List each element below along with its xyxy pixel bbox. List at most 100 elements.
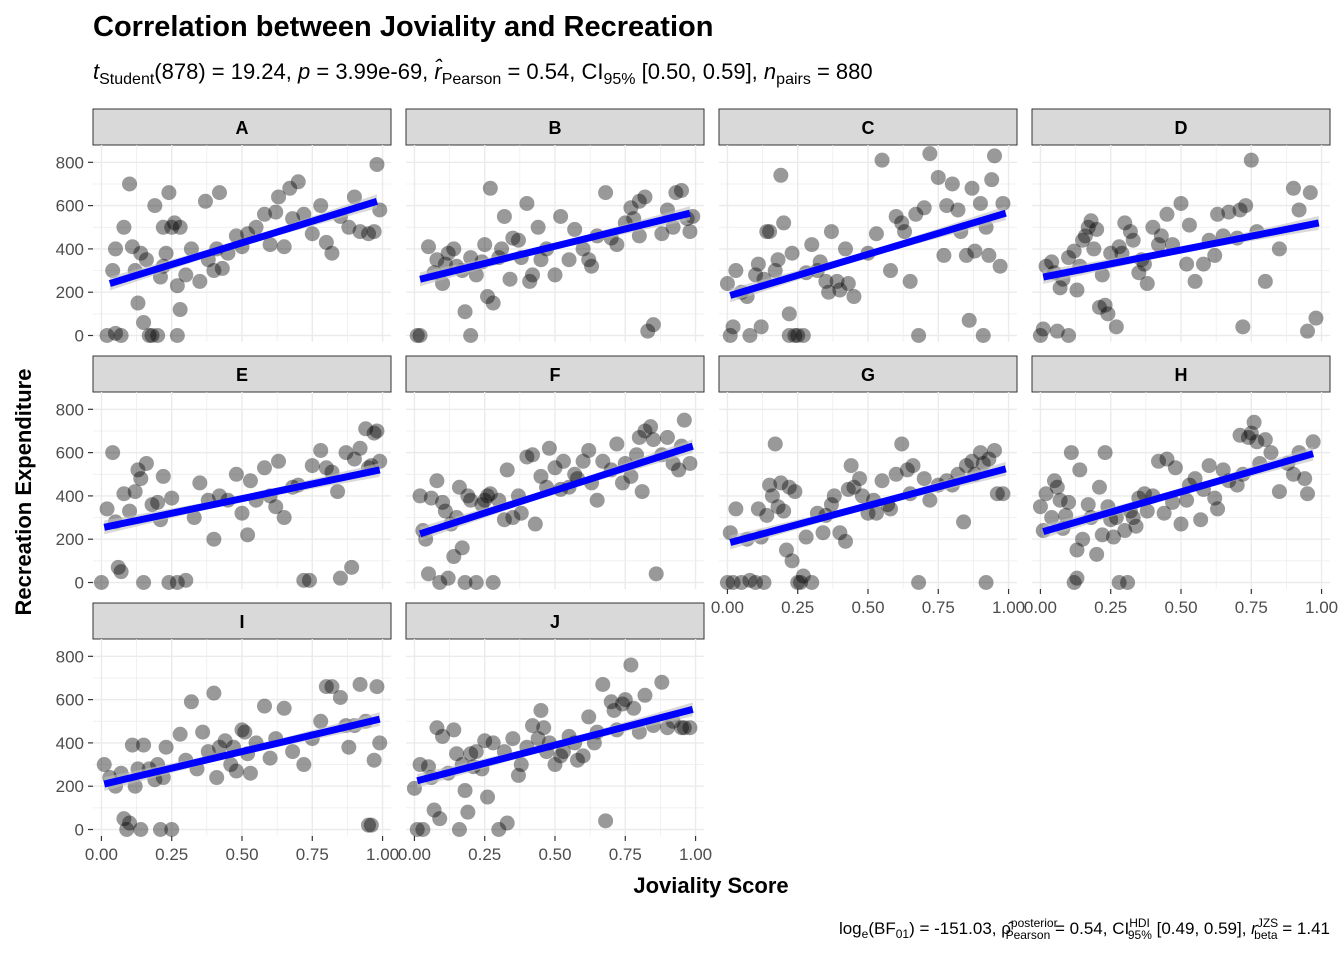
data-point — [770, 499, 786, 515]
data-point — [888, 208, 904, 224]
data-point — [781, 479, 797, 495]
data-point — [1117, 215, 1133, 231]
data-point — [268, 499, 284, 515]
data-point — [228, 763, 244, 779]
data-point — [505, 230, 521, 246]
facet-strip-label: A — [236, 118, 249, 138]
x-tick-label: 0.25 — [155, 845, 188, 864]
data-point — [1240, 429, 1256, 445]
data-point — [547, 460, 563, 476]
facet-grid — [406, 145, 704, 342]
data-point — [595, 453, 611, 469]
x-tick-label: 1.00 — [679, 845, 712, 864]
data-point — [533, 702, 549, 718]
data-point — [804, 575, 820, 591]
data-point — [144, 328, 160, 344]
data-point — [369, 156, 385, 172]
data-point — [122, 815, 138, 831]
data-point — [598, 813, 614, 829]
data-point — [107, 241, 123, 257]
data-point — [412, 488, 428, 504]
data-point — [1167, 460, 1183, 476]
data-point — [1089, 546, 1105, 562]
data-point — [1069, 282, 1085, 298]
data-point — [192, 475, 208, 491]
data-point — [1069, 570, 1085, 586]
data-point — [975, 328, 991, 344]
data-point — [240, 527, 256, 543]
y-tick-label: 800 — [56, 400, 84, 419]
data-point — [793, 575, 809, 591]
data-point — [1263, 445, 1279, 461]
data-point — [183, 241, 199, 257]
data-point — [781, 328, 797, 344]
data-point — [133, 245, 149, 261]
data-point — [429, 252, 445, 268]
data-point — [248, 219, 264, 235]
data-point — [1128, 518, 1144, 534]
data-point — [874, 152, 890, 168]
data-point — [513, 757, 529, 773]
data-point — [1091, 299, 1107, 315]
data-point — [1139, 503, 1155, 519]
data-point — [352, 676, 368, 692]
data-point — [1271, 484, 1287, 500]
data-point — [818, 273, 834, 289]
data-point — [787, 484, 803, 500]
data-point — [1136, 486, 1152, 502]
data-point — [338, 445, 354, 461]
data-point — [773, 475, 789, 491]
data-point — [922, 146, 938, 162]
data-point — [606, 702, 622, 718]
facet-grid — [93, 392, 391, 589]
data-point — [936, 247, 952, 263]
data-point — [944, 176, 960, 192]
data-point — [1046, 473, 1062, 489]
y-axis-title: Recreation Expenditure — [11, 369, 36, 616]
data-point — [637, 687, 653, 703]
data-point — [150, 328, 166, 344]
data-point — [262, 237, 278, 253]
data-point — [223, 757, 239, 773]
data-point — [304, 458, 320, 474]
data-point — [832, 525, 848, 541]
data-point — [494, 241, 510, 257]
data-point — [1139, 276, 1155, 292]
x-tick-label: 1.00 — [366, 845, 399, 864]
data-point — [967, 243, 983, 259]
data-point — [136, 575, 152, 591]
data-point — [420, 239, 436, 255]
data-point — [460, 488, 476, 504]
data-point — [676, 412, 692, 428]
data-point — [1044, 254, 1060, 270]
data-point — [995, 486, 1011, 502]
data-point — [756, 575, 772, 591]
facet-D: D — [1031, 108, 1331, 344]
facet-grid — [406, 392, 704, 589]
data-point — [569, 752, 585, 768]
data-point — [1061, 494, 1077, 510]
data-point — [116, 486, 132, 502]
data-point — [133, 822, 149, 838]
data-point — [491, 822, 507, 838]
data-point — [276, 510, 292, 526]
facet-grid — [719, 145, 1017, 342]
data-point — [1173, 516, 1189, 532]
data-point — [161, 575, 177, 591]
data-point — [155, 468, 171, 484]
data-point — [1187, 471, 1203, 487]
data-point — [1032, 328, 1048, 344]
data-point — [457, 304, 473, 320]
data-point — [301, 572, 317, 588]
data-point — [133, 471, 149, 487]
facet-strip-label: I — [239, 612, 244, 632]
data-point — [547, 267, 563, 283]
data-point — [1049, 479, 1065, 495]
data-point — [1159, 451, 1175, 467]
data-point — [1061, 250, 1077, 266]
data-point — [838, 241, 854, 257]
data-point — [130, 295, 146, 311]
y-tick-label: 0 — [75, 574, 84, 593]
data-point — [617, 692, 633, 708]
data-point — [499, 815, 515, 831]
